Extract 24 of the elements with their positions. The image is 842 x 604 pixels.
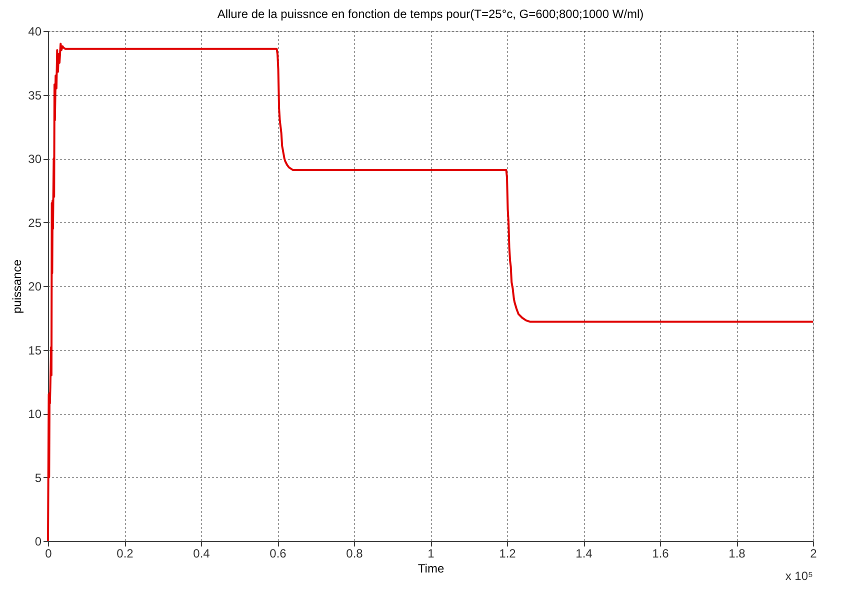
y-tick-label: 10 <box>28 407 42 421</box>
x-tick-label: 1.6 <box>652 546 670 560</box>
x-tick-label: 1.8 <box>728 546 746 560</box>
x-tick-label: 1 <box>428 546 435 560</box>
x-tick-label: 0.2 <box>116 546 134 560</box>
y-tick-label: 5 <box>34 470 42 485</box>
x-tick-label: 0.8 <box>346 546 364 560</box>
y-tick-label: 35 <box>28 88 42 102</box>
x-tick-label: 2 <box>810 546 818 560</box>
y-tick-label: 40 <box>28 24 42 38</box>
text: x 10⁵ <box>785 569 814 583</box>
y-tick-label: 25 <box>28 216 42 230</box>
x-tick-label: 1.4 <box>576 546 593 560</box>
x-tick-label: 0 <box>45 546 52 560</box>
chart-title: Allure de la puissnce en fonction de temps pour(T=25°c, G=600;800;1000 W/ml) <box>217 7 644 21</box>
y-tick-label: 0 <box>34 534 42 548</box>
y-tick-label: 20 <box>28 280 42 294</box>
y-tick-label: 15 <box>28 343 42 358</box>
x-tick-label: 1.2 <box>499 546 516 560</box>
y-tick-label: 30 <box>28 152 42 166</box>
y-axis-title: puissance <box>10 259 24 314</box>
x-tick-label: 0.6 <box>270 546 287 560</box>
x-tick-label: 0.4 <box>193 546 210 560</box>
x-axis-title: Time <box>418 562 444 576</box>
